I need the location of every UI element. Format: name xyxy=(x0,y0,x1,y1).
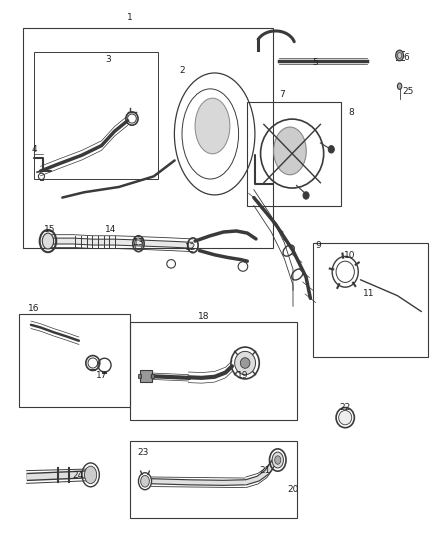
Text: 17: 17 xyxy=(96,370,107,379)
Ellipse shape xyxy=(339,410,352,425)
Ellipse shape xyxy=(396,50,403,61)
Bar xyxy=(247,102,341,206)
Bar xyxy=(34,52,158,179)
Ellipse shape xyxy=(141,475,149,487)
Text: 23: 23 xyxy=(137,448,148,457)
Text: 18: 18 xyxy=(198,312,209,321)
Text: 9: 9 xyxy=(315,241,321,250)
Bar xyxy=(130,441,297,519)
Text: 6: 6 xyxy=(403,53,409,62)
Ellipse shape xyxy=(195,98,230,154)
Text: 13: 13 xyxy=(133,238,144,247)
Ellipse shape xyxy=(42,233,53,249)
Ellipse shape xyxy=(272,452,283,468)
Bar xyxy=(140,370,152,382)
Text: 10: 10 xyxy=(344,252,355,261)
Text: 12: 12 xyxy=(185,244,196,253)
Ellipse shape xyxy=(85,466,97,483)
Text: 19: 19 xyxy=(237,370,249,379)
Text: 25: 25 xyxy=(403,87,414,96)
Bar xyxy=(313,243,428,357)
Ellipse shape xyxy=(397,83,402,90)
Text: 8: 8 xyxy=(349,108,355,117)
Text: 1: 1 xyxy=(127,13,133,22)
Text: 7: 7 xyxy=(279,90,285,99)
Bar xyxy=(23,28,273,248)
Text: 22: 22 xyxy=(339,402,351,411)
Text: 16: 16 xyxy=(28,304,40,313)
Text: 2: 2 xyxy=(179,66,185,75)
Text: 21: 21 xyxy=(259,466,270,475)
Ellipse shape xyxy=(274,127,306,175)
Text: 14: 14 xyxy=(105,225,116,234)
Circle shape xyxy=(303,192,309,199)
Text: 5: 5 xyxy=(312,58,318,67)
Text: 4: 4 xyxy=(31,146,37,155)
Bar xyxy=(130,322,297,420)
Circle shape xyxy=(328,146,334,153)
Text: 20: 20 xyxy=(287,484,299,494)
Text: 24: 24 xyxy=(72,471,83,480)
Text: 3: 3 xyxy=(105,55,111,64)
Bar xyxy=(19,314,130,407)
Text: 11: 11 xyxy=(364,288,375,297)
Ellipse shape xyxy=(235,351,255,375)
Ellipse shape xyxy=(275,456,281,464)
Text: 15: 15 xyxy=(43,225,55,234)
Ellipse shape xyxy=(240,358,250,368)
Bar xyxy=(151,374,154,378)
Bar xyxy=(138,374,141,378)
Ellipse shape xyxy=(397,53,402,59)
